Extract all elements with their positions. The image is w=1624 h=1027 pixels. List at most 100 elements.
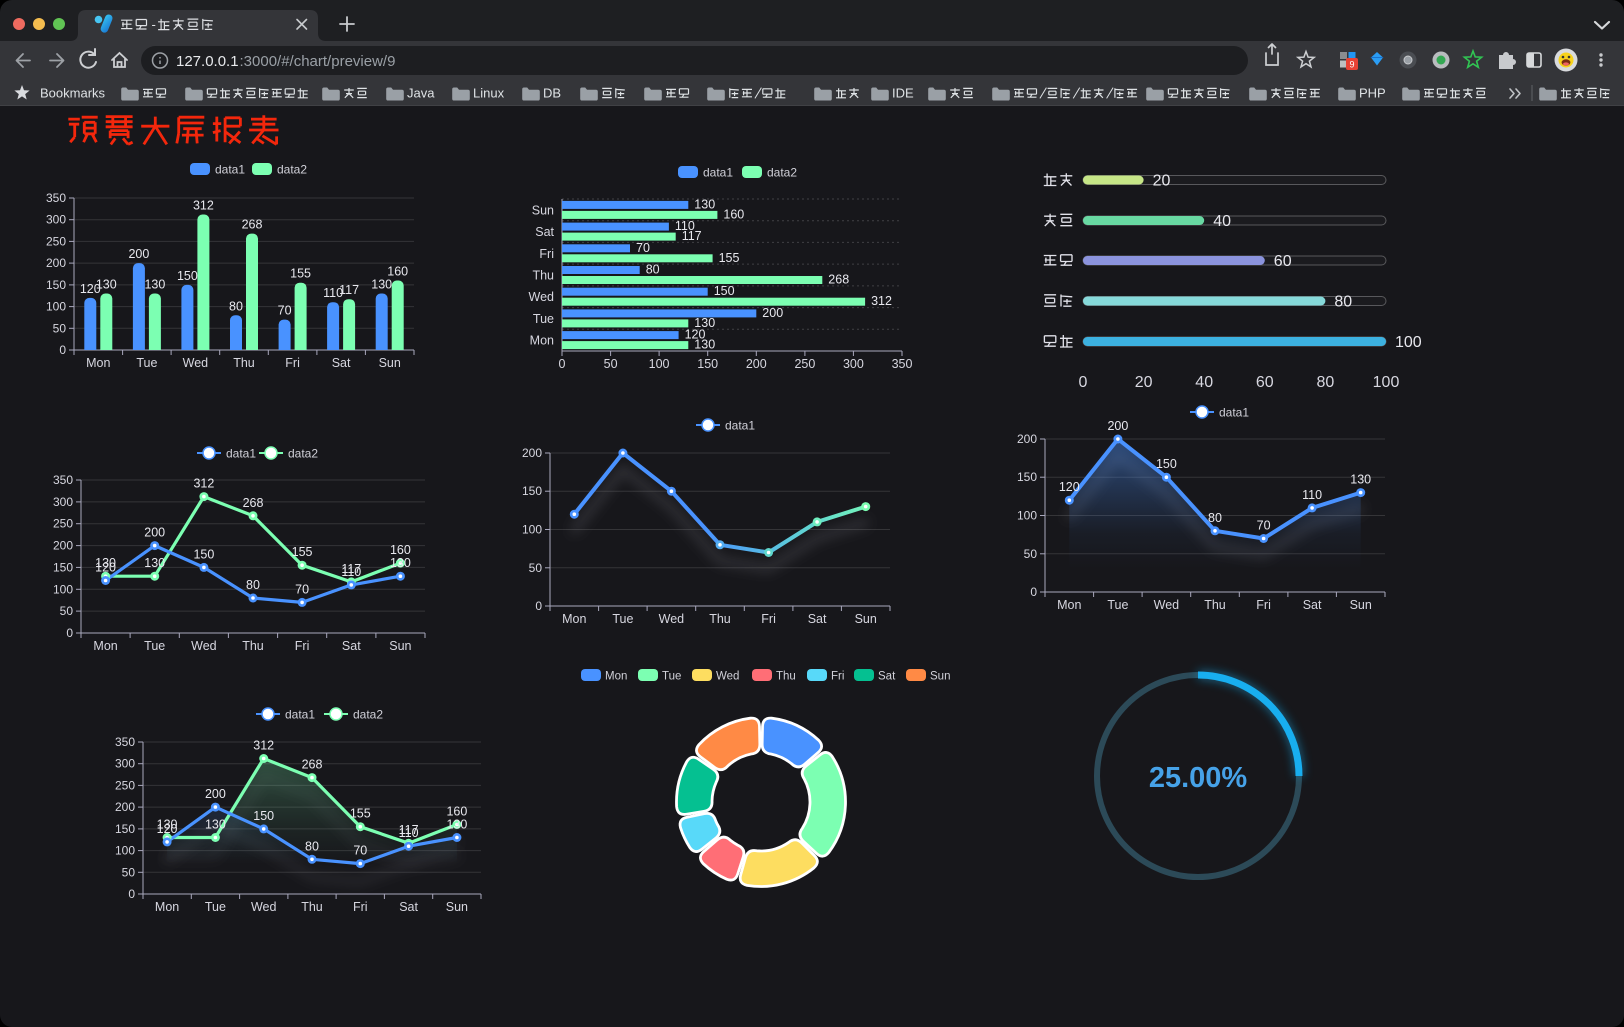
svg-text:Wed: Wed	[659, 612, 685, 626]
svg-text:data1: data1	[703, 166, 733, 180]
svg-text:Fri: Fri	[295, 639, 310, 653]
svg-text:155: 155	[350, 807, 371, 821]
svg-text:Thu: Thu	[233, 356, 255, 370]
svg-text:0: 0	[1079, 374, 1088, 391]
svg-text:data2: data2	[767, 166, 797, 180]
svg-text:50: 50	[122, 865, 136, 879]
svg-text:Sun: Sun	[1350, 598, 1372, 612]
svg-text:Sat: Sat	[808, 612, 827, 626]
svg-text:312: 312	[193, 199, 214, 213]
svg-text:350: 350	[115, 735, 135, 749]
svg-text:200: 200	[762, 306, 783, 320]
svg-text:50: 50	[1024, 547, 1038, 561]
svg-text:250: 250	[115, 778, 135, 792]
svg-text:120: 120	[685, 328, 706, 342]
svg-text:Tue: Tue	[533, 312, 554, 326]
svg-text:312: 312	[253, 739, 274, 753]
svg-text:200: 200	[53, 539, 73, 553]
svg-text:DB: DB	[543, 86, 561, 101]
svg-text:160: 160	[723, 207, 744, 221]
svg-text:70: 70	[1257, 519, 1271, 533]
svg-text:50: 50	[529, 561, 543, 575]
svg-text:130: 130	[446, 818, 467, 832]
svg-text:Tue: Tue	[136, 356, 157, 370]
svg-text:Sun: Sun	[446, 900, 468, 914]
svg-text:Sat: Sat	[1303, 598, 1322, 612]
svg-text:155: 155	[292, 545, 313, 559]
svg-text:117: 117	[341, 562, 361, 576]
svg-text:155: 155	[290, 267, 311, 281]
svg-text:Bookmarks: Bookmarks	[40, 86, 106, 101]
svg-text:110: 110	[323, 286, 343, 300]
svg-text:Sat: Sat	[399, 900, 418, 914]
svg-text:130: 130	[96, 278, 117, 292]
svg-text:IDE: IDE	[892, 86, 914, 101]
svg-text:Mon: Mon	[605, 671, 627, 683]
svg-text:Mon: Mon	[530, 334, 554, 348]
svg-text:0: 0	[66, 626, 73, 640]
svg-text:data1: data1	[1219, 406, 1249, 420]
svg-text:268: 268	[828, 273, 849, 287]
svg-text:40: 40	[1195, 374, 1213, 391]
svg-text:300: 300	[53, 495, 73, 509]
svg-text:20: 20	[1135, 374, 1153, 391]
svg-text:-: -	[152, 17, 156, 32]
svg-text:130: 130	[390, 556, 411, 570]
svg-text:Thu: Thu	[776, 671, 796, 683]
svg-text:Thu: Thu	[242, 639, 264, 653]
svg-text:200: 200	[205, 787, 226, 801]
svg-text:Wed: Wed	[529, 290, 555, 304]
svg-text:117: 117	[399, 823, 419, 837]
svg-text:80: 80	[229, 299, 243, 313]
svg-text:150: 150	[697, 357, 718, 371]
svg-text:250: 250	[53, 517, 73, 531]
svg-text:data1: data1	[285, 708, 315, 722]
svg-text:70: 70	[353, 844, 367, 858]
svg-text:100: 100	[522, 523, 542, 537]
svg-text:80: 80	[305, 839, 319, 853]
svg-text:250: 250	[46, 234, 66, 248]
svg-text:Sun: Sun	[379, 356, 401, 370]
svg-text:Mon: Mon	[562, 612, 586, 626]
svg-text:130: 130	[1350, 473, 1371, 487]
svg-text:130: 130	[157, 818, 178, 832]
svg-text:130: 130	[144, 556, 165, 570]
svg-text:Java: Java	[407, 86, 435, 101]
svg-text:110: 110	[1302, 488, 1322, 502]
svg-text:Tue: Tue	[1107, 598, 1128, 612]
svg-text:70: 70	[636, 241, 650, 255]
svg-text:Tue: Tue	[205, 900, 226, 914]
svg-text:268: 268	[243, 496, 264, 510]
svg-text:160: 160	[446, 805, 467, 819]
svg-text:Thu: Thu	[301, 900, 323, 914]
svg-text:312: 312	[193, 477, 214, 491]
svg-text:20: 20	[1153, 173, 1171, 190]
svg-text:100: 100	[115, 844, 135, 858]
svg-text:80: 80	[1317, 374, 1335, 391]
svg-text:150: 150	[253, 809, 274, 823]
svg-text:Fri: Fri	[353, 900, 368, 914]
svg-text:0: 0	[559, 357, 566, 371]
svg-text:Thu: Thu	[1204, 598, 1226, 612]
svg-text:120: 120	[1059, 480, 1080, 494]
svg-text:130: 130	[95, 556, 116, 570]
svg-text:150: 150	[115, 822, 135, 836]
svg-text:150: 150	[193, 547, 214, 561]
svg-text:150: 150	[53, 560, 73, 574]
svg-text:350: 350	[46, 191, 66, 205]
svg-text:Tue: Tue	[612, 612, 633, 626]
svg-text:data1: data1	[725, 419, 755, 433]
svg-text:Mon: Mon	[1057, 598, 1081, 612]
svg-text:110: 110	[399, 826, 419, 840]
svg-text:data1: data1	[226, 447, 256, 461]
svg-text:Fri: Fri	[1256, 598, 1271, 612]
svg-text:Thu: Thu	[532, 269, 554, 283]
svg-text:Sat: Sat	[342, 639, 361, 653]
svg-text:300: 300	[46, 213, 66, 227]
svg-text:160: 160	[390, 543, 411, 557]
svg-text:Tue: Tue	[662, 671, 681, 683]
svg-text:100: 100	[1017, 509, 1037, 523]
svg-text:200: 200	[144, 526, 165, 540]
svg-text:0: 0	[535, 599, 542, 613]
svg-text:120: 120	[80, 282, 101, 296]
